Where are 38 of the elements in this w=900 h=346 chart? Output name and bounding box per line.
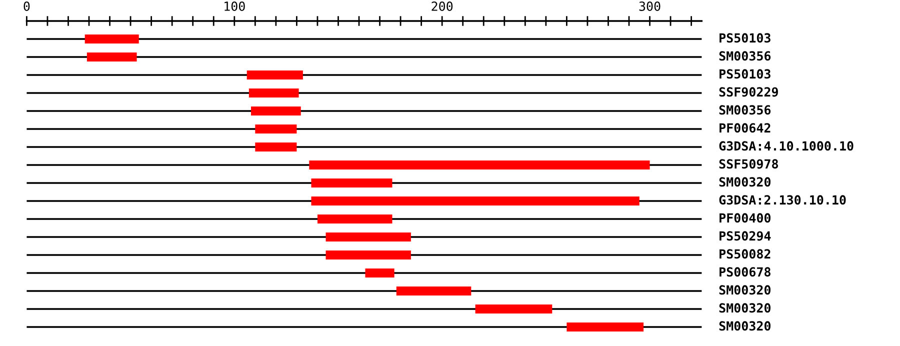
y-tick-label: SM00320	[719, 285, 771, 295]
x-tick-label: 300	[639, 1, 660, 11]
x-tick-label: 200	[432, 1, 453, 11]
y-tick-label: G3DSA:4.10.1000.10	[719, 141, 854, 151]
bar	[326, 250, 411, 260]
bar	[255, 124, 297, 134]
y-tick-label: PF00642	[720, 123, 770, 133]
bar	[475, 304, 552, 314]
bar	[248, 88, 299, 98]
bar	[396, 286, 472, 296]
y-tick-label: G3DSA:2.130.10.10	[719, 195, 846, 205]
y-tick-label: PS50103	[720, 69, 770, 79]
y-tick-label: SM00320	[719, 177, 771, 187]
bar	[86, 52, 137, 62]
y-tick-label: SM00356	[719, 51, 771, 61]
x-tick-label: 0	[24, 1, 30, 11]
bar	[365, 268, 394, 278]
y-tick-label: SSF50978	[719, 159, 778, 169]
y-tick-label: PS50294	[720, 231, 771, 241]
bar	[255, 142, 297, 152]
y-tick-label: SSF90229	[719, 87, 778, 97]
x-tick-label: 100	[224, 1, 245, 11]
bar	[566, 322, 644, 332]
bar	[84, 34, 139, 44]
y-tick-label: PF00400	[720, 213, 771, 223]
bar	[251, 106, 301, 116]
bar	[311, 178, 392, 188]
bar	[317, 214, 392, 224]
bar	[309, 160, 650, 170]
y-tick-label: PS50103	[720, 33, 770, 43]
bar	[311, 196, 640, 206]
bar	[246, 70, 303, 80]
y-tick-label: SM00320	[719, 303, 771, 313]
y-tick-label: PS50082	[720, 249, 770, 259]
y-tick-label: SM00356	[719, 105, 771, 115]
bar	[326, 232, 411, 242]
y-tick-label: PS00678	[720, 267, 770, 277]
y-tick-label: SM00320	[719, 321, 771, 331]
